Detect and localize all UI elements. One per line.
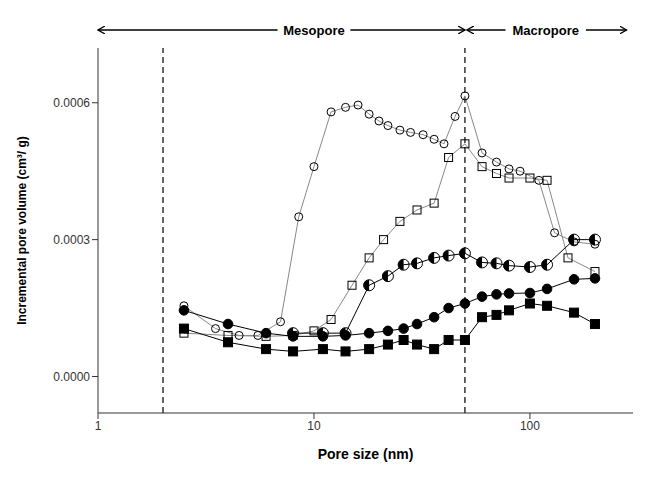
svg-text:Incremental pore volume (cm³/: Incremental pore volume (cm³/ g) xyxy=(15,136,29,325)
svg-text:0.0000: 0.0000 xyxy=(53,370,90,384)
svg-text:Pore size (nm): Pore size (nm) xyxy=(318,446,414,462)
svg-text:1: 1 xyxy=(95,419,102,433)
svg-text:Mesopore: Mesopore xyxy=(283,23,344,38)
svg-text:100: 100 xyxy=(520,419,540,433)
svg-text:10: 10 xyxy=(307,419,321,433)
svg-text:0.0003: 0.0003 xyxy=(53,233,90,247)
svg-text:Macropore: Macropore xyxy=(512,23,578,38)
svg-text:0.0006: 0.0006 xyxy=(53,96,90,110)
